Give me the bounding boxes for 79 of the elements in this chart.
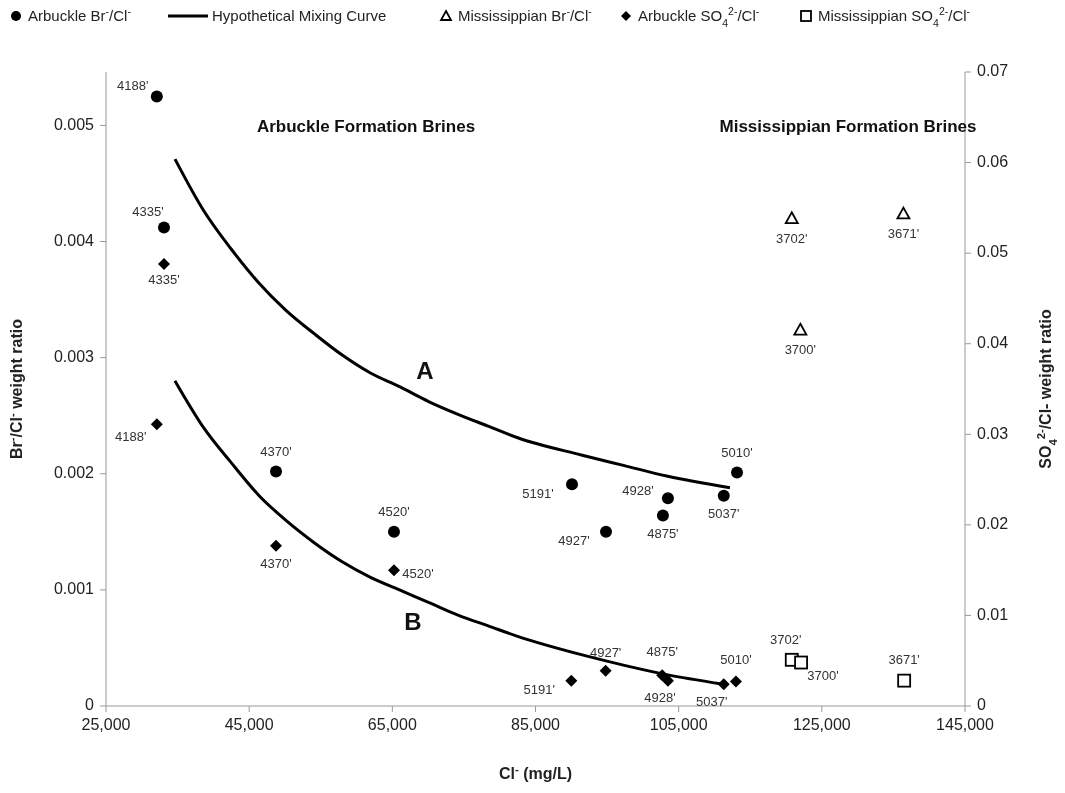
x-axis-title: Cl$^{-}$ (mg/L) xyxy=(498,763,573,782)
x-tick-label: 45,000 xyxy=(224,716,274,733)
annotation: 4188' xyxy=(115,429,147,445)
point xyxy=(731,466,744,479)
annotation: 3700' xyxy=(784,342,817,358)
y-tick-label: 0.003 xyxy=(53,347,95,365)
annotation: 4928' xyxy=(644,689,676,705)
annotation: 4928' xyxy=(622,482,654,498)
point xyxy=(157,221,170,234)
annotation: 5037' xyxy=(696,694,728,710)
point xyxy=(387,525,400,538)
point xyxy=(599,664,612,677)
x-tick-label: 85,000 xyxy=(511,716,561,733)
annotation: 3671' xyxy=(887,226,920,242)
legend-label: Mississippian Br$^{-}$/Cl$^{-}$ xyxy=(458,5,593,24)
point xyxy=(896,206,911,220)
point xyxy=(717,489,730,502)
annotation: 3700' xyxy=(807,668,839,684)
legend-label: Arbuckle Br$^{-}$/Cl$^{-}$ xyxy=(28,5,132,24)
annotation: 5037' xyxy=(708,506,740,522)
y-tick-label: 0.005 xyxy=(53,115,95,133)
point xyxy=(150,90,163,103)
annotation: 4927' xyxy=(558,533,590,549)
point xyxy=(150,418,163,431)
annotation: 4520' xyxy=(378,504,410,520)
annotation: 4875' xyxy=(647,526,679,542)
annotation: 4370' xyxy=(260,443,292,459)
x-tick-label: 145,000 xyxy=(936,716,995,733)
annotation: 4335' xyxy=(148,272,180,288)
annotation: 5010' xyxy=(721,445,753,461)
point xyxy=(729,675,742,688)
point xyxy=(897,673,912,688)
y2-tick-label: 0.02 xyxy=(977,515,1009,533)
x-tick-label: 105,000 xyxy=(649,716,708,733)
legend-label: Hypothetical Mixing Curve xyxy=(212,7,387,24)
annotation: 4188' xyxy=(117,77,149,93)
point xyxy=(270,465,283,478)
y2-tick-label: 0.06 xyxy=(977,152,1009,170)
x-tick-label: 25,000 xyxy=(81,716,131,733)
point xyxy=(661,492,674,505)
y2-tick-label: 0.04 xyxy=(977,333,1009,351)
annotation: 3671' xyxy=(888,651,920,667)
y-tick-label: 0.001 xyxy=(53,580,95,598)
y-tick-label: 0.002 xyxy=(53,463,95,481)
annotation: 4335' xyxy=(132,204,164,220)
point xyxy=(270,539,283,552)
annotation: 5191' xyxy=(523,681,555,697)
y2-tick-label: 0.07 xyxy=(977,62,1009,80)
x-tick-label: 65,000 xyxy=(367,716,417,733)
annotation: B xyxy=(404,608,422,636)
point xyxy=(600,525,613,538)
annotation: A xyxy=(416,357,434,385)
point xyxy=(566,478,579,491)
y2-tick-label: 0.03 xyxy=(977,424,1009,442)
annotation: 3702' xyxy=(776,230,808,246)
point xyxy=(656,509,669,522)
point xyxy=(793,322,808,336)
legend-label: Mississippian SO$_{4}$$^{2-}$/Cl$^{-}$ xyxy=(818,5,971,29)
annotation: 4370' xyxy=(260,556,292,572)
y2-tick-label: 0 xyxy=(977,696,986,714)
annotation: 4927' xyxy=(589,644,622,660)
annotation: Mississippian Formation Brines xyxy=(719,117,977,137)
point xyxy=(794,655,808,670)
y2-tick-label: 0.01 xyxy=(977,605,1009,623)
point xyxy=(157,258,170,271)
point xyxy=(784,211,799,225)
y-tick-label: 0.004 xyxy=(53,231,95,249)
y-tick-label: 0 xyxy=(85,696,95,714)
point xyxy=(387,564,400,577)
legend-label: Arbuckle SO$_{4}$$^{2-}$/Cl$^{-}$ xyxy=(638,5,760,29)
x-tick-label: 125,000 xyxy=(792,716,851,733)
annotation: 4875' xyxy=(646,644,678,660)
annotation: 5010' xyxy=(720,652,752,668)
annotation: 3702' xyxy=(770,631,802,647)
annotation: 5191' xyxy=(522,485,554,501)
y2-tick-label: 0.05 xyxy=(977,243,1009,261)
point xyxy=(565,674,578,687)
annotation: 4520' xyxy=(402,565,434,581)
annotation: Arbuckle Formation Brines xyxy=(256,117,476,137)
